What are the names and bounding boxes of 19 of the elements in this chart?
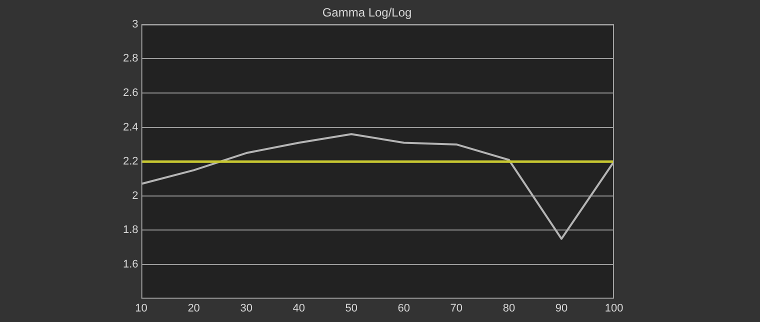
y-tick-label: 2.8 (122, 52, 138, 65)
y-tick-label: 1.8 (122, 224, 138, 236)
x-tick-label: 60 (398, 302, 410, 314)
x-tick-label: 50 (345, 302, 358, 314)
x-tick-label: 20 (188, 302, 200, 314)
y-tick-label: 2.2 (122, 156, 138, 168)
x-tick-label: 10 (135, 302, 148, 314)
chart-title: Gamma Log/Log (322, 6, 412, 20)
y-tick-label: 2.6 (122, 87, 138, 100)
x-tick-label: 100 (604, 302, 624, 314)
y-tick-label: 2.4 (122, 121, 138, 134)
y-tick-label: 1.6 (122, 258, 138, 271)
x-tick-label: 70 (450, 302, 463, 314)
x-tick-label: 80 (502, 302, 516, 314)
y-tick-label: 2 (132, 190, 138, 202)
x-tick-label: 90 (555, 302, 568, 314)
y-tick-label: 3 (132, 18, 138, 30)
x-tick-label: 40 (292, 302, 305, 314)
x-tick-label: 30 (240, 302, 252, 314)
